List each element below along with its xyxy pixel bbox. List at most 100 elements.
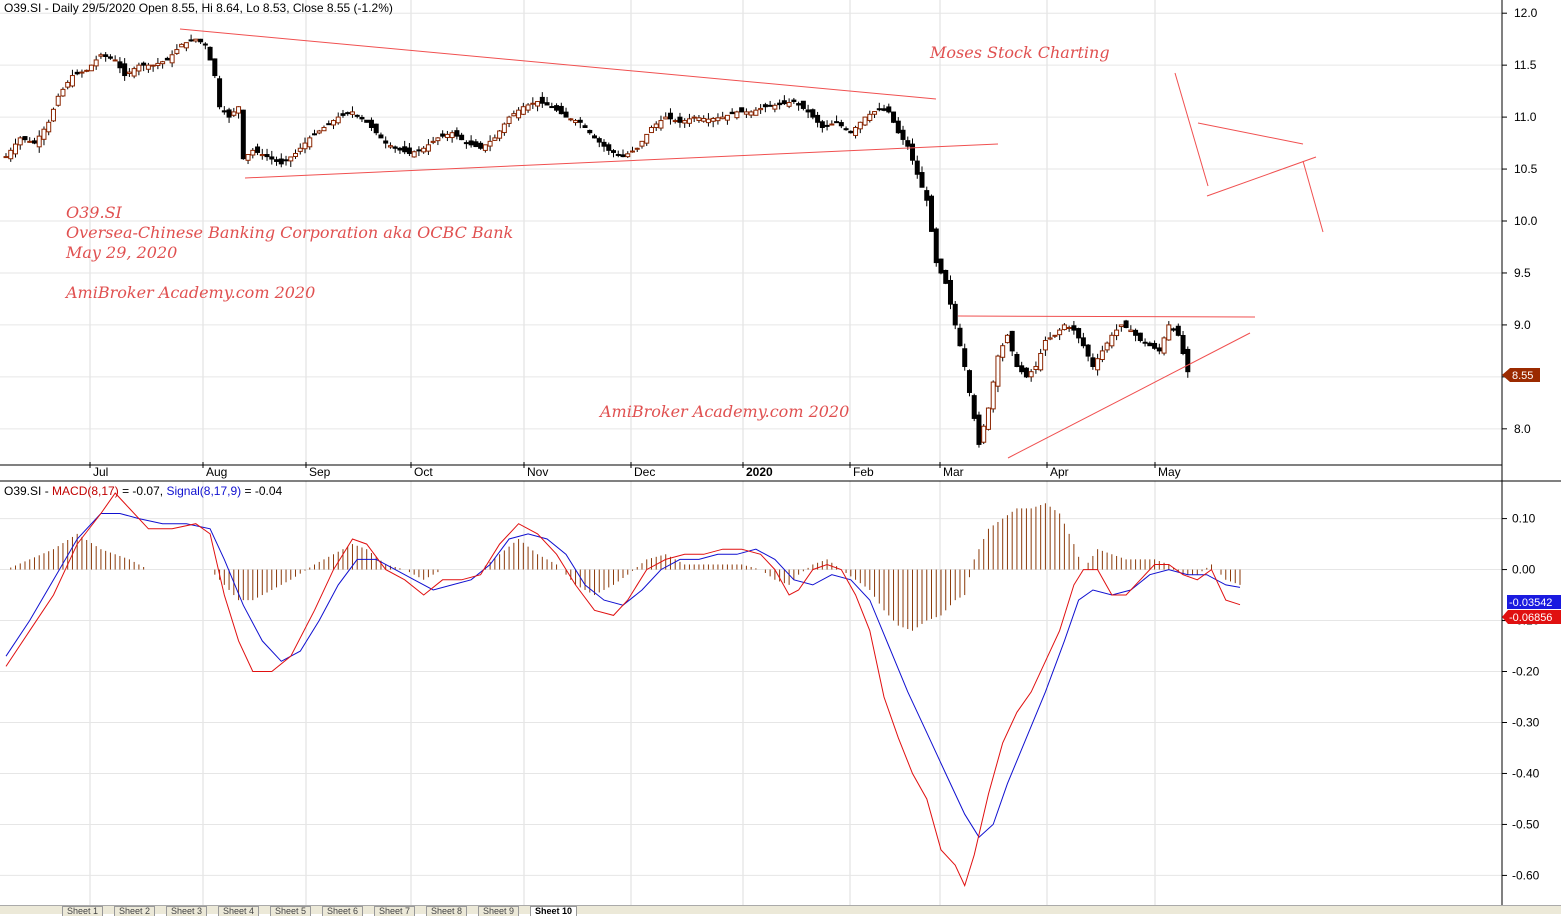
sketch-line-4[interactable] xyxy=(1302,160,1324,233)
candle-up xyxy=(829,123,835,126)
candle-up xyxy=(1109,334,1115,347)
candle-up xyxy=(17,137,23,146)
candle-up xyxy=(1000,345,1006,358)
sheet-tab[interactable]: Sheet 7 xyxy=(374,906,416,916)
resistance-trendline[interactable] xyxy=(957,315,1256,318)
candle-down xyxy=(924,190,930,201)
sheet-tab[interactable]: Sheet 9 xyxy=(478,906,520,916)
candle-up xyxy=(1047,337,1053,340)
candlestick-series xyxy=(3,34,1191,448)
candle-down xyxy=(255,146,261,153)
month-label: Mar xyxy=(943,465,964,479)
signal-header-label: Signal xyxy=(166,484,199,498)
sketch-line-1[interactable] xyxy=(1174,72,1209,187)
candle-up xyxy=(84,69,90,72)
candle-up xyxy=(1061,324,1067,331)
header-ohlc: - Daily 29/5/2020 Open 8.55, Hi 8.64, Lo… xyxy=(41,1,393,15)
candle-up xyxy=(449,132,455,139)
macd-tick-label: -0.20 xyxy=(1512,665,1540,679)
candle-up xyxy=(421,147,427,153)
brand-annotation: Moses Stock Charting xyxy=(929,43,1110,62)
sketch-line-3[interactable] xyxy=(1206,156,1317,197)
price-tick-label: 10.0 xyxy=(1514,214,1538,228)
candle-down xyxy=(459,134,465,141)
sheet-tab[interactable]: Sheet 4 xyxy=(218,906,260,916)
candle-up xyxy=(288,156,294,162)
macd-line xyxy=(5,492,1241,887)
sheet-tab[interactable]: Sheet 8 xyxy=(426,906,468,916)
candle-down xyxy=(269,156,275,160)
candle-down xyxy=(834,121,840,124)
candle-up xyxy=(1052,334,1058,337)
candle-down xyxy=(791,99,797,103)
candle-up xyxy=(720,116,726,120)
candle-down xyxy=(1080,337,1086,347)
month-label: Jul xyxy=(93,465,108,479)
candle-down xyxy=(406,147,412,154)
candle-down xyxy=(463,142,469,145)
candle-up xyxy=(179,43,185,48)
candle-up xyxy=(36,135,42,148)
candle-down xyxy=(587,129,593,134)
sketch-line-2[interactable] xyxy=(1197,122,1304,145)
sheet-tab[interactable]: Sheet 1 xyxy=(62,906,104,916)
candle-down xyxy=(905,140,911,147)
candle-up xyxy=(525,104,531,111)
candle-down xyxy=(796,103,802,106)
candle-up xyxy=(1128,329,1134,333)
candle-down xyxy=(947,279,953,305)
candle-up xyxy=(686,118,692,124)
candle-down xyxy=(596,138,602,143)
candle-down xyxy=(848,130,854,134)
candle-down xyxy=(971,395,977,419)
candle-down xyxy=(966,370,972,393)
candle-down xyxy=(1180,335,1186,354)
candle-up xyxy=(349,111,355,115)
ascending-support-trendline[interactable] xyxy=(1007,332,1251,459)
date-annotation: May 29, 2020 xyxy=(65,243,177,262)
candle-down xyxy=(563,111,569,118)
candle-down xyxy=(1156,347,1162,352)
candle-down xyxy=(933,228,939,264)
candle-down xyxy=(615,153,621,156)
candle-up xyxy=(748,111,754,116)
candle-up xyxy=(112,59,118,62)
candle-up xyxy=(1104,342,1110,351)
candle-up xyxy=(857,121,863,130)
candle-down xyxy=(416,149,422,152)
candle-down xyxy=(1085,344,1091,357)
upper-triangle-trendline[interactable] xyxy=(179,28,937,100)
candle-up xyxy=(1095,358,1101,371)
candle-down xyxy=(554,105,560,111)
price-tick-label: 9.0 xyxy=(1514,318,1531,332)
lower-triangle-trendline[interactable] xyxy=(244,143,999,179)
sheet-tab[interactable]: Sheet 10 xyxy=(530,906,578,916)
candle-up xyxy=(250,149,256,156)
candle-up xyxy=(69,75,75,87)
sheet-tab[interactable]: Sheet 6 xyxy=(322,906,364,916)
candle-down xyxy=(952,303,958,326)
candle-down xyxy=(454,130,460,137)
candle-down xyxy=(402,146,408,153)
candle-up xyxy=(1099,350,1105,360)
candle-down xyxy=(340,113,346,116)
candle-down xyxy=(164,57,170,61)
candle-down xyxy=(544,102,550,106)
candle-down xyxy=(914,160,920,175)
sheet-tab[interactable]: Sheet 5 xyxy=(270,906,312,916)
candle-up xyxy=(724,114,730,121)
candle-up xyxy=(131,68,137,77)
candle-up xyxy=(27,140,33,143)
candle-down xyxy=(819,121,825,128)
candle-up xyxy=(1166,324,1172,341)
candle-up xyxy=(535,101,541,107)
candle-up xyxy=(150,64,156,67)
candle-down xyxy=(582,125,588,128)
candle-up xyxy=(497,130,503,139)
sheet-tab[interactable]: Sheet 2 xyxy=(114,906,156,916)
sheet-tab[interactable]: Sheet 3 xyxy=(166,906,208,916)
candle-up xyxy=(302,142,308,150)
candle-down xyxy=(962,348,968,367)
price-tick-label: 10.5 xyxy=(1514,162,1538,176)
candle-up xyxy=(1038,352,1044,371)
